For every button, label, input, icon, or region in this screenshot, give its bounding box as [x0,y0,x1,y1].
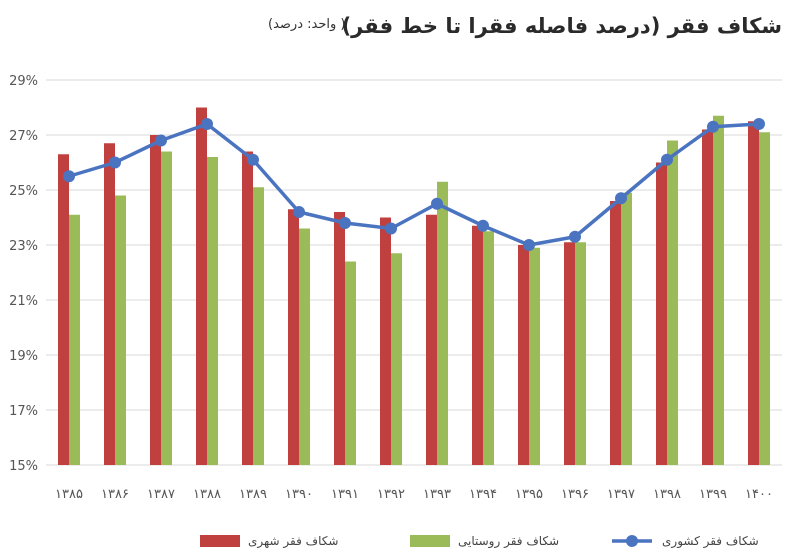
x-tick-label: ۱۳۹۵ [515,487,543,502]
point-national [385,222,397,235]
x-tick-label: ۱۳۹۶ [561,487,589,502]
x-tick-label: ۱۳۹۹ [699,487,727,502]
bar-urban [610,201,621,465]
bar-urban [242,151,253,465]
point-national [201,118,213,130]
point-national [477,219,489,232]
bar-urban [104,143,115,465]
point-national [247,153,259,166]
y-tick-label: 25% [9,184,38,199]
legend-label: شکاف فقر شهری [248,534,338,549]
bar-urban [58,154,69,465]
x-tick-label: ۱۳۹۷ [607,487,635,502]
y-tick-label: 23% [9,239,38,254]
x-tick-label: ۱۳۸۸ [193,487,221,502]
x-tick-label: ۱۳۹۲ [377,487,405,502]
x-tick-label: ۱۴۰۰ [745,487,773,502]
x-tick-label: ۱۳۸۵ [55,487,83,502]
unit-note: ( واحد: درصد) [268,17,346,32]
point-national [569,230,581,243]
bar-urban [518,245,529,465]
bar-rural [529,247,540,465]
bar-rural [161,151,172,465]
point-national [753,118,765,130]
point-national [661,153,673,166]
bar-urban [196,107,207,465]
bar-urban [702,129,713,465]
x-tick-label: ۱۳۹۸ [653,487,681,502]
line-national [68,122,760,247]
x-tick-label: ۱۳۸۷ [147,487,175,502]
point-national [63,170,75,183]
legend-label: شکاف فقر روستایی [458,534,559,549]
point-national [615,192,627,205]
y-tick-label: 21% [9,294,38,309]
y-tick-label: 29% [9,74,38,89]
legend-swatch-marker [626,535,638,547]
bar-rural [667,140,678,465]
y-tick-label: 19% [9,349,38,364]
y-tick-label: 17% [9,404,38,419]
x-tick-label: ۱۳۸۶ [101,487,129,502]
x-tick-label: ۱۳۸۹ [239,487,267,502]
bar-urban [472,225,483,465]
chart-title: شکاف فقر (درصد فاصله فقرا تا خط فقر) [341,14,782,38]
legend-label: شکاف فقر کشوری [662,534,759,549]
bar-urban [748,121,759,465]
x-tick-label: ۱۳۹۰ [285,487,313,502]
bar-rural [69,214,80,465]
legend-swatch-bar [410,535,450,547]
x-tick-label: ۱۳۹۱ [331,487,359,502]
bar-rural [207,157,218,465]
x-tick-label: ۱۳۹۳ [423,487,451,502]
bar-rural [437,181,448,465]
point-national [293,206,305,218]
bar-rural [345,261,356,465]
point-national [339,217,351,229]
bar-urban [150,135,161,465]
bar-rural [115,195,126,465]
point-national [155,134,167,147]
y-tick-label: 15% [9,459,38,474]
bar-rural [299,228,310,465]
bar-rural [253,187,264,465]
bar-rural [391,253,402,465]
bar-urban [334,212,345,465]
legend-swatch-bar [200,535,240,547]
bar-urban [564,242,575,465]
bar-rural [621,192,632,465]
bar-rural [713,115,724,465]
point-national [109,156,121,169]
x-tick-label: ۱۳۹۴ [469,487,497,502]
bar-rural [483,231,494,465]
point-national [523,239,535,251]
bar-urban [380,217,391,465]
bar-urban [656,162,667,465]
bar-urban [426,214,437,465]
bar-rural [759,132,770,465]
y-tick-label: 27% [9,129,38,144]
bar-rural [575,242,586,465]
bar-urban [288,209,299,465]
point-national [431,197,443,210]
point-national [707,120,719,133]
